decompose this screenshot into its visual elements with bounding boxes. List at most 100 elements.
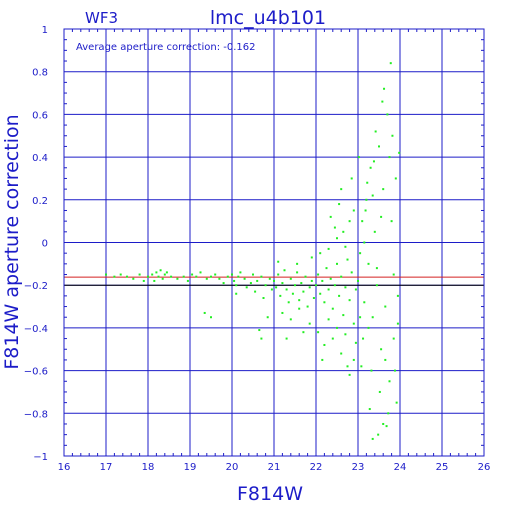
plot-frame <box>63 28 485 457</box>
horizontal-reference-lines <box>64 276 484 286</box>
scatter-point <box>264 284 267 287</box>
y-tick-label: 0.8 <box>32 68 48 79</box>
scatter-point <box>319 292 322 295</box>
scatter-point <box>294 284 296 287</box>
scatter-point <box>323 343 326 346</box>
scatter-point <box>364 209 367 212</box>
scatter-point <box>302 331 305 334</box>
scatter-point <box>281 311 284 314</box>
scatter-point <box>182 275 185 278</box>
scatter-point <box>371 316 374 319</box>
scatter-point <box>298 307 301 310</box>
average-annotation: Average aperture correction: -0.162 <box>76 42 256 53</box>
x-tick-label: 26 <box>478 462 491 473</box>
scatter-point <box>380 215 383 218</box>
scatter-point <box>289 277 292 280</box>
scatter-point <box>375 267 378 270</box>
scatter-point <box>357 279 359 282</box>
scatter-point <box>319 252 322 255</box>
scatter-point <box>344 245 347 248</box>
scatter-point <box>366 181 369 184</box>
y-tick-label: 0 <box>42 239 48 250</box>
scatter-point <box>386 113 389 116</box>
scatter-point <box>344 286 347 289</box>
scatter-point <box>304 275 307 278</box>
scatter-point <box>340 352 343 355</box>
scatter-point <box>243 277 246 280</box>
scatter-point <box>226 275 229 278</box>
scatter-point <box>132 277 135 280</box>
scatter-point <box>354 288 357 291</box>
scatter-point <box>382 188 385 191</box>
scatter-point <box>367 262 370 265</box>
scatter-point <box>331 307 334 310</box>
scatter-point <box>256 279 259 282</box>
scatter-point <box>321 279 324 282</box>
scatter-point <box>302 290 305 293</box>
scatter-point <box>388 380 391 383</box>
scatter-point <box>372 160 375 163</box>
scatter-point <box>235 292 238 295</box>
y-tick-label: −0.6 <box>24 367 48 378</box>
scatter-point <box>279 294 282 297</box>
scatter-point <box>323 301 326 304</box>
scatter-point <box>285 288 288 291</box>
scatter-point <box>300 282 303 285</box>
scatter-point <box>199 271 202 274</box>
x-tick-label: 25 <box>436 462 449 473</box>
scatter-point <box>391 134 394 137</box>
scatter-point <box>281 282 284 285</box>
scatter-point <box>336 262 338 265</box>
scatter-point <box>327 318 330 321</box>
scatter-point <box>362 337 365 340</box>
scatter-point <box>157 275 160 278</box>
scatter-point <box>266 316 269 319</box>
scatter-point <box>390 220 393 223</box>
scatter-point <box>393 369 396 372</box>
scatter-point <box>392 273 395 276</box>
scatter-point <box>325 267 328 270</box>
x-tick-label: 21 <box>268 462 281 473</box>
scatter-point <box>159 269 162 272</box>
scatter-point <box>377 433 380 436</box>
scatter-point <box>233 279 236 282</box>
y-tick-label: −1 <box>33 452 48 463</box>
scatter-point <box>119 273 122 276</box>
scatter-point <box>367 326 370 329</box>
scatter-point <box>329 277 332 280</box>
scatter-point <box>371 194 374 197</box>
scatter-point <box>369 166 372 169</box>
scatter-point <box>163 273 166 276</box>
x-tick-label: 24 <box>394 462 407 473</box>
scatter-point <box>317 331 320 334</box>
scatter-point <box>275 286 278 289</box>
scatter-point <box>287 301 290 304</box>
scatter-point <box>373 230 376 233</box>
scatter-point <box>375 284 378 287</box>
scatter-point <box>153 279 156 282</box>
scatter-point <box>237 275 240 278</box>
y-tick-label: 0.2 <box>32 196 48 207</box>
scatter-point <box>231 273 233 276</box>
x-tick-label: 23 <box>352 462 365 473</box>
scatter-point <box>277 273 280 276</box>
scatter-point <box>329 215 332 218</box>
scatter-point <box>384 358 387 361</box>
scatter-point <box>126 275 128 278</box>
scatter-point <box>344 333 347 336</box>
scatter-point <box>262 297 265 300</box>
scatter-point <box>388 156 391 159</box>
scatter-point <box>384 305 387 308</box>
chart-title: lmc_u4b101 <box>210 7 326 29</box>
scatter-point <box>310 256 313 259</box>
scatter-point <box>277 260 280 263</box>
scatter-point <box>365 198 368 201</box>
scatter-point <box>340 188 343 191</box>
scatter-point <box>360 365 363 368</box>
scatter-point <box>354 341 357 344</box>
y-tick-label: −0.2 <box>24 281 48 292</box>
scatter-point <box>298 299 301 302</box>
scatter-point <box>138 273 141 276</box>
scatter-point <box>348 373 351 376</box>
